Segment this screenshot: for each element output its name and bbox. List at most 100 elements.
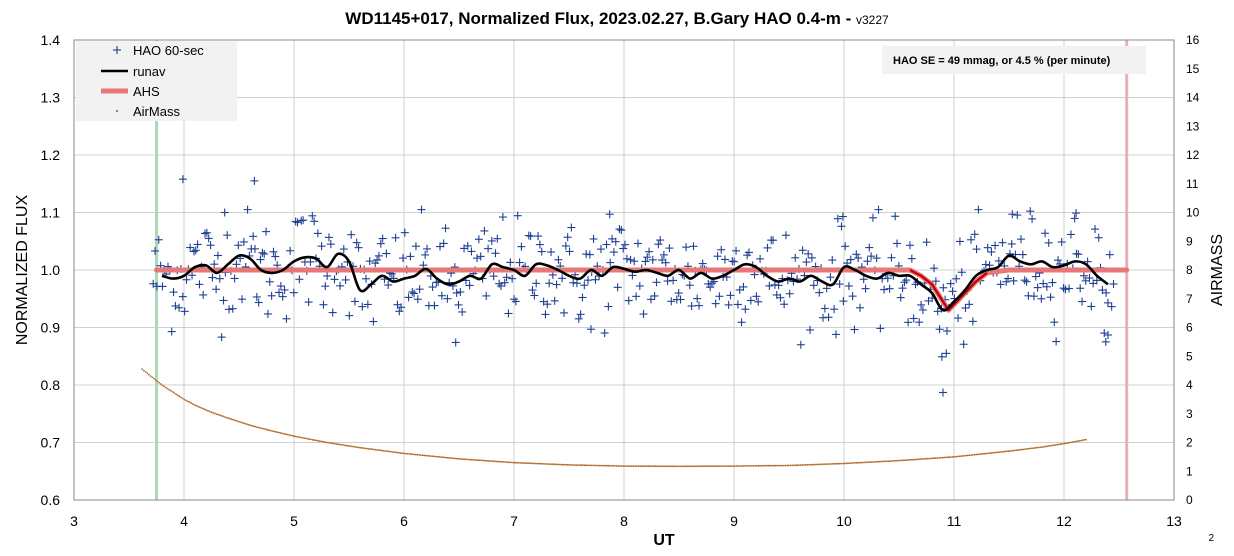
- airmass-point: [219, 414, 221, 417]
- flux-point: [193, 240, 202, 249]
- airmass-point: [972, 454, 974, 456]
- airmass-point: [251, 424, 253, 427]
- flux-point: [796, 340, 805, 349]
- airmass-point: [789, 464, 792, 467]
- airmass-point: [327, 441, 329, 444]
- airmass-point: [197, 405, 199, 408]
- flux-point: [1057, 237, 1066, 246]
- airmass-point: [519, 462, 522, 464]
- flux-point: [591, 275, 600, 284]
- airmass-point: [430, 455, 432, 457]
- flux-point: [1018, 250, 1027, 259]
- flux-point: [732, 246, 741, 255]
- flux-point: [713, 252, 722, 261]
- flux-point: [232, 260, 241, 269]
- flux-point: [621, 240, 630, 249]
- flux-point: [826, 273, 835, 282]
- flux-point: [763, 243, 772, 252]
- flux-point: [182, 275, 191, 284]
- flux-point: [617, 226, 626, 235]
- airmass-point: [386, 450, 388, 453]
- airmass-point: [659, 465, 662, 468]
- flux-point: [491, 249, 500, 258]
- flux-point: [704, 279, 713, 288]
- airmass-point: [892, 460, 895, 462]
- flux-point: [534, 232, 543, 241]
- flux-point: [537, 247, 546, 256]
- airmass-point: [625, 465, 628, 467]
- flux-point: [1101, 337, 1110, 346]
- legend-label: HAO 60-sec: [133, 43, 204, 58]
- flux-point: [880, 285, 889, 294]
- airmass-point: [902, 459, 905, 462]
- annotation-background: [882, 46, 1146, 74]
- flux-point: [291, 217, 300, 226]
- airmass-point: [578, 464, 581, 466]
- airmass-point: [171, 391, 174, 393]
- airmass-point: [918, 458, 920, 461]
- chart-title-main: WD1145+017, Normalized Flux, 2023.02.27,…: [345, 9, 856, 28]
- flux-point: [484, 244, 493, 253]
- airmass-point: [262, 427, 265, 430]
- flux-point: [1042, 282, 1051, 291]
- flux-point: [1102, 288, 1111, 297]
- airmass-point: [1031, 447, 1033, 450]
- airmass-point: [603, 464, 606, 467]
- flux-point: [213, 251, 222, 260]
- flux-point: [217, 333, 226, 342]
- airmass-point: [803, 464, 805, 466]
- airmass-point: [504, 461, 507, 463]
- airmass-point: [342, 444, 344, 446]
- flux-point: [400, 228, 409, 237]
- flux-point: [354, 243, 363, 252]
- flux-point: [785, 289, 794, 298]
- flux-point: [554, 255, 563, 264]
- airmass-point: [305, 437, 307, 440]
- airmass-point: [254, 425, 257, 428]
- flux-point: [369, 317, 378, 326]
- airmass-point: [364, 447, 366, 450]
- airmass-point: [158, 381, 161, 384]
- flux-point: [252, 292, 261, 301]
- airmass-point: [144, 371, 147, 373]
- flux-point: [981, 260, 990, 269]
- airmass-point: [1012, 449, 1015, 452]
- airmass-point: [278, 431, 280, 434]
- flux-point: [802, 258, 811, 267]
- flux-point: [324, 233, 333, 242]
- airmass-point: [188, 401, 191, 404]
- airmass-point: [479, 459, 481, 462]
- flux-point: [1050, 318, 1059, 327]
- flux-point: [626, 255, 635, 264]
- airmass-point: [161, 384, 164, 387]
- airmass-point: [470, 458, 473, 461]
- flux-point: [746, 296, 755, 305]
- flux-point: [1103, 298, 1112, 307]
- flux-point: [1016, 235, 1025, 244]
- flux-point: [891, 212, 900, 221]
- airmass-point: [151, 376, 154, 379]
- airmass-point: [860, 461, 863, 464]
- flux-point: [630, 257, 639, 266]
- airmass-point: [512, 461, 515, 464]
- airmass-point: [222, 415, 225, 418]
- flux-point: [648, 255, 657, 264]
- flux-point: [935, 325, 944, 334]
- flux-point: [896, 293, 905, 302]
- flux-point: [532, 279, 541, 288]
- y2-tick-label: 13: [1186, 119, 1200, 133]
- airmass-point: [999, 451, 1001, 453]
- flux-point: [904, 318, 913, 327]
- flux-point: [576, 310, 585, 319]
- airmass-point: [733, 465, 736, 467]
- airmass-point: [377, 449, 380, 451]
- airmass-point: [847, 462, 849, 465]
- flux-point: [230, 274, 239, 283]
- x-tick-label: 12: [1056, 513, 1072, 529]
- airmass-point: [764, 464, 767, 467]
- legend-box: [76, 41, 237, 121]
- flux-point: [295, 275, 304, 284]
- y-tick-label: 1.1: [41, 205, 61, 221]
- flux-point: [267, 291, 276, 300]
